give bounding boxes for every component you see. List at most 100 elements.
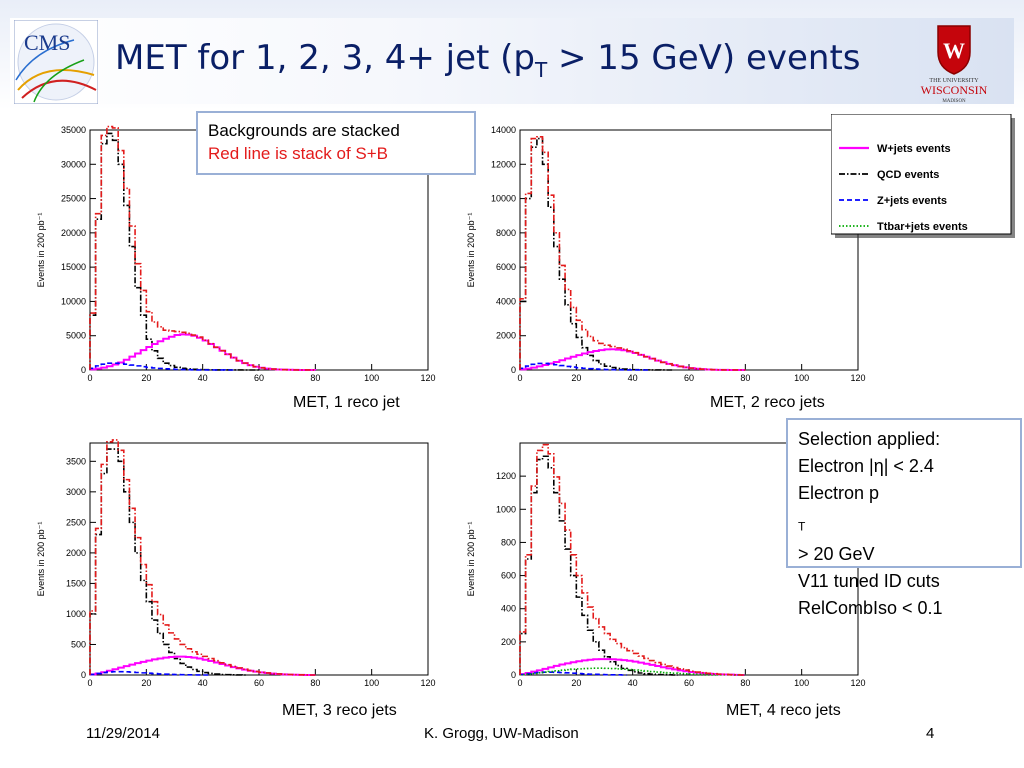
series-s-b <box>519 443 746 676</box>
y-tick-label: 4000 <box>496 296 516 306</box>
y-axis-label: Events in 200 pb⁻¹ <box>36 522 46 597</box>
met-3jet-plot: 0 20 40 60 80 100 120 0 500 1000 1500 2000 2500 3000 3… <box>36 439 436 688</box>
y-tick-label: 0 <box>81 670 86 680</box>
footer-page: 4 <box>926 725 935 742</box>
x-tick-label: 20 <box>571 373 581 383</box>
x-tick-label: 100 <box>364 373 379 383</box>
slide-header <box>0 0 1024 110</box>
y-tick-label: 25000 <box>61 194 86 204</box>
y-tick-label: 10000 <box>491 194 516 204</box>
x-tick-label: 40 <box>628 678 638 688</box>
x-tick-label: 0 <box>517 373 522 383</box>
x-tick-label: 120 <box>420 678 435 688</box>
plot-frame <box>89 442 429 676</box>
y-tick-label: 200 <box>501 637 516 647</box>
y-tick-label: 500 <box>71 639 86 649</box>
legend-label: Z+jets events <box>877 195 947 207</box>
note-line-red: Red line is stack of S+B <box>208 144 389 163</box>
x-tick-label: 20 <box>571 678 581 688</box>
y-tick-label: 14000 <box>491 125 516 135</box>
uw-logo-line3: MADISON <box>942 99 966 104</box>
note-line-stacked: Backgrounds are stacked <box>208 121 400 140</box>
x-tick-label: 120 <box>850 373 865 383</box>
x-tick-label: 0 <box>87 678 92 688</box>
y-tick-label: 1000 <box>66 609 86 619</box>
x-tick-label: 80 <box>310 373 320 383</box>
legend-label: W+jets events <box>877 143 951 155</box>
y-tick-label: 3000 <box>66 487 86 497</box>
series-s-b <box>89 125 317 371</box>
y-tick-label: 20000 <box>61 228 86 238</box>
y-axis-label: Events in 200 pb⁻¹ <box>466 522 476 597</box>
x-tick-label: 20 <box>141 373 151 383</box>
series-z-jets-events <box>89 670 209 676</box>
y-tick-label: 2000 <box>66 548 86 558</box>
caption-4jet: MET, 4 reco jets <box>726 702 841 719</box>
legend-label: QCD events <box>877 169 939 181</box>
y-axis-label: Events in 200 pb⁻¹ <box>36 213 46 288</box>
x-tick-label: 120 <box>850 678 865 688</box>
y-tick-label: 600 <box>501 571 516 581</box>
caption-3jet: MET, 3 reco jets <box>282 702 397 719</box>
series-z-jets-events <box>89 362 237 371</box>
selection-eta: Electron |η| < 2.4 <box>798 456 934 476</box>
y-tick-label: 2000 <box>496 331 516 341</box>
selection-id: V11 tuned ID cuts <box>798 570 940 591</box>
x-tick-label: 0 <box>87 373 92 383</box>
header-bar <box>10 18 1014 104</box>
y-tick-label: 1000 <box>496 504 516 514</box>
x-tick-label: 80 <box>740 678 750 688</box>
x-tick-label: 40 <box>198 678 208 688</box>
x-tick-label: 60 <box>684 678 694 688</box>
x-tick-label: 100 <box>364 678 379 688</box>
y-tick-label: 5000 <box>66 331 86 341</box>
y-tick-label: 2500 <box>66 517 86 527</box>
page-title: MET for 1, 2, 3, 4+ jet (pT > 15 GeV) ev… <box>115 38 861 82</box>
selection-box: Selection applied: Electron |η| < 2.4 El… <box>786 418 1022 618</box>
series-ttbar-jets-events <box>519 667 746 676</box>
legend: W+jets events QCD events Z+jets events Ttba… <box>831 114 1015 238</box>
y-tick-label: 0 <box>511 365 516 375</box>
x-tick-label: 60 <box>254 373 264 383</box>
y-axis-label: Events in 200 pb⁻¹ <box>466 213 476 288</box>
series-s-b <box>519 136 746 371</box>
cms-logo: CMS <box>14 20 98 104</box>
y-tick-label: 10000 <box>61 296 86 306</box>
x-tick-label: 80 <box>310 678 320 688</box>
x-tick-label: 40 <box>198 373 208 383</box>
selection-iso: RelCombIso < 0.1 <box>798 597 943 618</box>
legend-label: Ttbar+jets events <box>877 221 968 233</box>
x-tick-label: 60 <box>254 678 264 688</box>
y-tick-label: 800 <box>501 537 516 547</box>
y-tick-label: 0 <box>81 365 86 375</box>
x-tick-label: 80 <box>740 373 750 383</box>
y-tick-label: 400 <box>501 604 516 614</box>
caption-1jet: MET, 1 reco jet <box>293 394 400 411</box>
stacking-note: Backgrounds are stacked Red line is stac… <box>196 111 476 175</box>
plot-frame <box>519 129 859 371</box>
y-tick-label: 1200 <box>496 471 516 481</box>
y-tick-label: 0 <box>511 670 516 680</box>
y-tick-label: 1500 <box>66 578 86 588</box>
y-tick-label: 6000 <box>496 262 516 272</box>
y-tick-label: 15000 <box>61 262 86 272</box>
x-tick-label: 20 <box>141 678 151 688</box>
x-tick-label: 40 <box>628 373 638 383</box>
series-qcd-events <box>89 448 248 676</box>
x-tick-label: 0 <box>517 678 522 688</box>
footer-author: K. Grogg, UW-Madison <box>424 725 579 742</box>
series-z-jets-events <box>519 362 650 371</box>
y-tick-label: 30000 <box>61 159 86 169</box>
x-tick-label: 120 <box>420 373 435 383</box>
x-tick-label: 100 <box>794 678 809 688</box>
x-tick-label: 100 <box>794 373 809 383</box>
y-tick-label: 12000 <box>491 159 516 169</box>
caption-2jet: MET, 2 reco jets <box>710 394 825 411</box>
y-tick-label: 8000 <box>496 228 516 238</box>
uw-madison-logo: W THE UNIVERSITY WISCONSIN MADISON <box>921 25 988 104</box>
uw-logo-line1: THE UNIVERSITY <box>929 78 979 84</box>
y-tick-label: 3500 <box>66 456 86 466</box>
y-tick-label: 35000 <box>61 125 86 135</box>
series-w-jets-events <box>89 655 316 676</box>
